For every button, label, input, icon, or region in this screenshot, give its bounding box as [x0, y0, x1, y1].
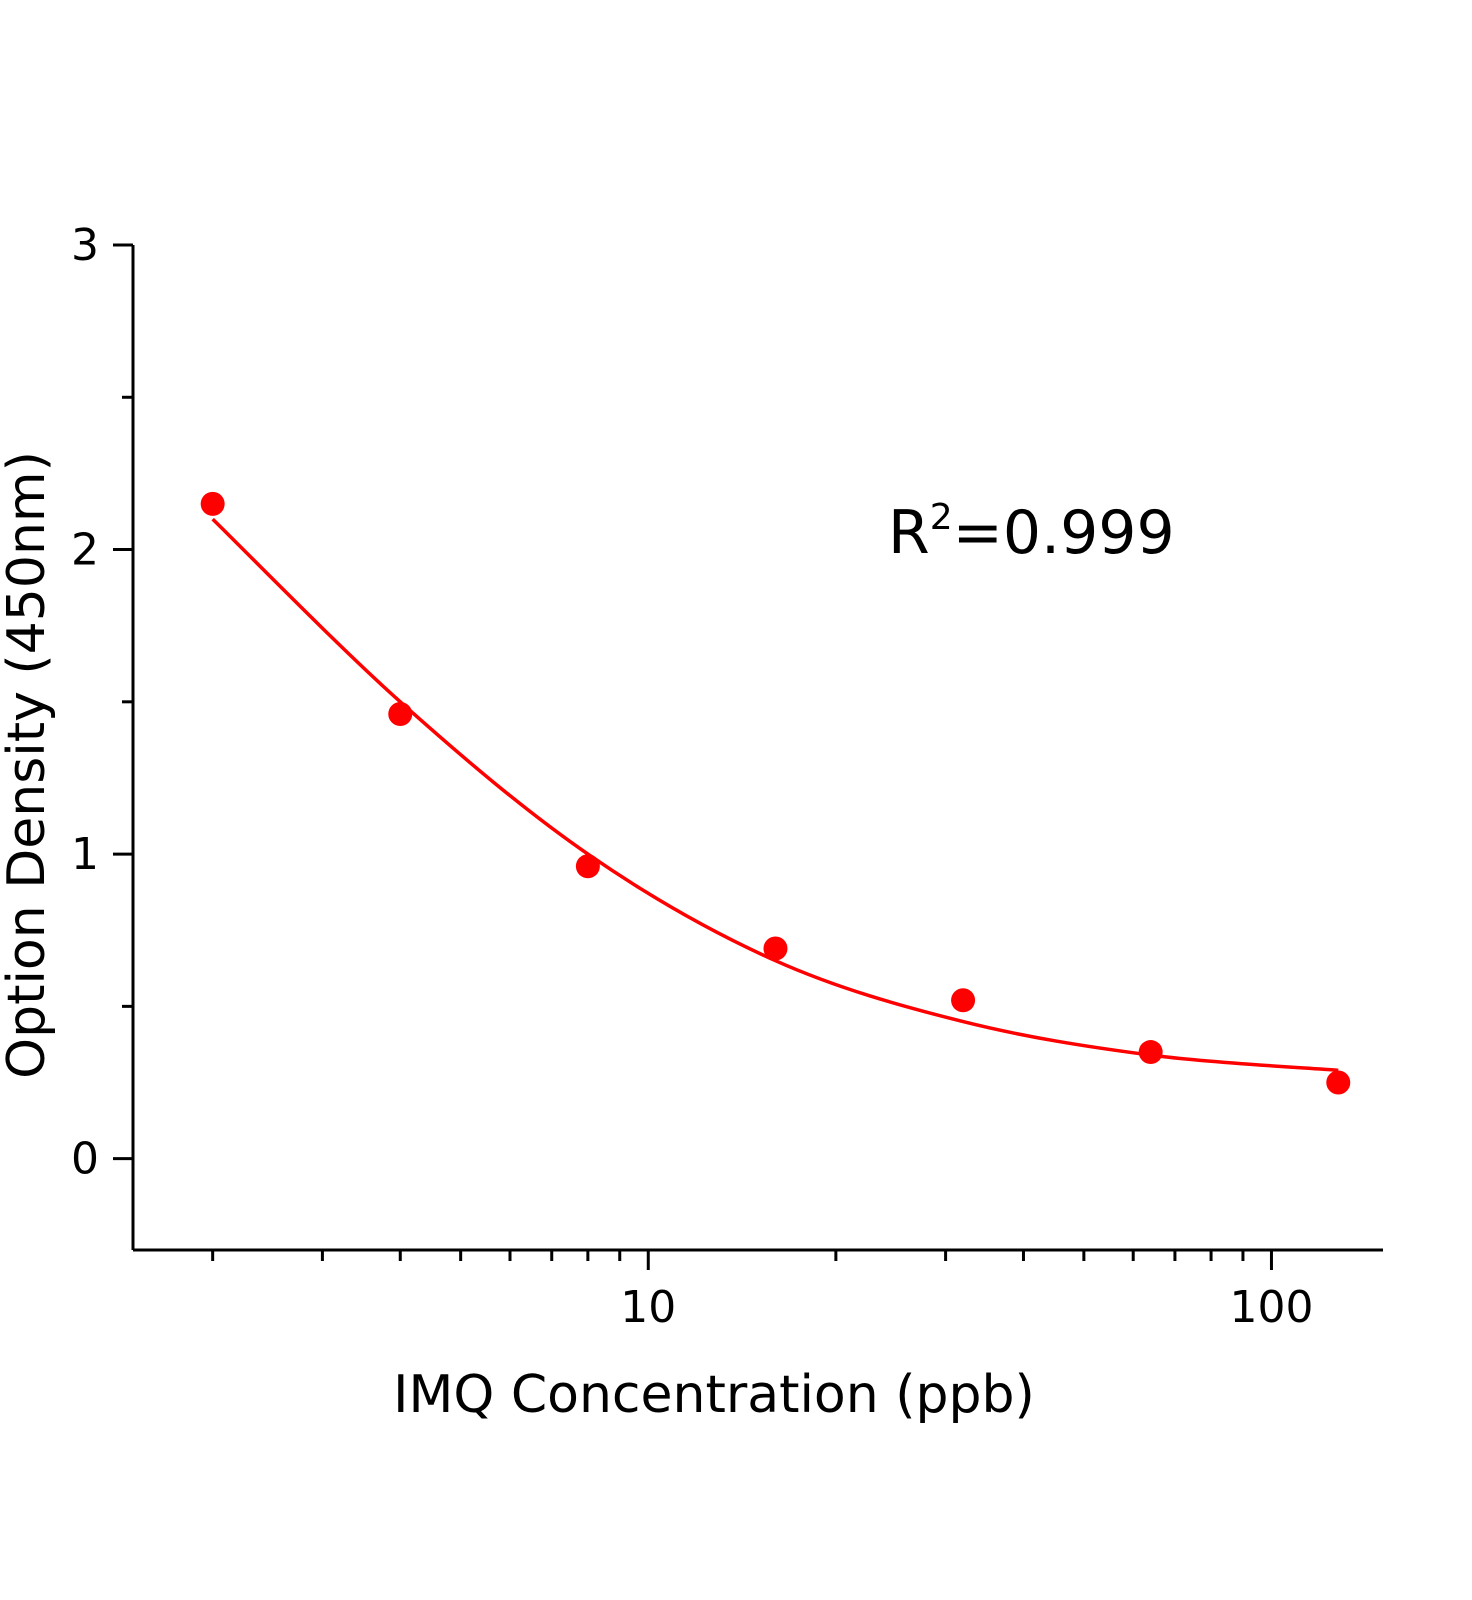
y-tick-label: 0: [71, 1134, 99, 1185]
x-axis-label: IMQ Concentration (ppb): [393, 1365, 1035, 1425]
y-tick-label: 3: [71, 220, 99, 271]
fit-curve: [211, 517, 1339, 1073]
data-point: [1326, 1070, 1351, 1095]
data-point: [388, 702, 413, 726]
data-point: [575, 854, 600, 879]
y-tick-label: 1: [71, 829, 99, 880]
axes: 0 1 2 3 10 100: [71, 220, 1383, 1333]
x-tick-label: 10: [620, 1282, 676, 1333]
data-point: [1138, 1040, 1163, 1065]
data-point: [200, 491, 225, 516]
data-point: [951, 988, 976, 1013]
x-tick-label: 100: [1229, 1282, 1313, 1333]
r-squared-annotation: R2=0.999: [888, 497, 1175, 568]
y-axis-label: Option Density (450nm): [0, 451, 57, 1079]
data-points: [200, 491, 1351, 1095]
y-tick-label: 2: [71, 525, 99, 576]
data-point: [763, 936, 788, 961]
